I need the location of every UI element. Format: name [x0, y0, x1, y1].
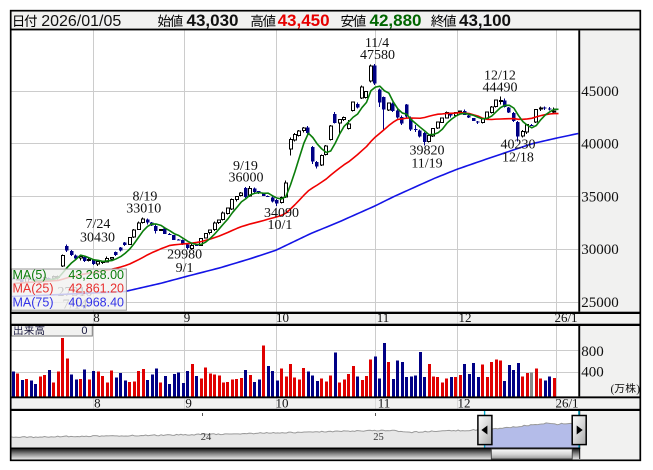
svg-text:11: 11 [378, 395, 391, 410]
svg-text:34090: 34090 [264, 206, 299, 221]
svg-text:33010: 33010 [126, 202, 161, 217]
svg-text:30430: 30430 [80, 231, 115, 246]
svg-text:8/19: 8/19 [133, 189, 158, 204]
svg-text:24: 24 [201, 432, 212, 443]
svg-text:10: 10 [276, 395, 289, 410]
svg-text:30000: 30000 [581, 242, 619, 258]
svg-text:12/12: 12/12 [484, 69, 516, 84]
svg-text:11/19: 11/19 [411, 157, 442, 172]
svg-text:40000: 40000 [581, 137, 619, 153]
svg-text:43,450: 43,450 [278, 11, 330, 30]
svg-text:8: 8 [94, 395, 101, 410]
svg-text:MA(25): MA(25) [13, 282, 54, 296]
svg-text:8: 8 [93, 310, 100, 325]
svg-text:12/18: 12/18 [502, 151, 534, 166]
svg-text:44490: 44490 [483, 80, 518, 95]
svg-text:35000: 35000 [581, 189, 619, 205]
svg-text:43,268.00: 43,268.00 [68, 268, 124, 282]
svg-text:26/1: 26/1 [555, 395, 578, 410]
svg-text:9: 9 [184, 310, 191, 325]
svg-text:26/1: 26/1 [554, 310, 577, 325]
svg-text:0: 0 [81, 325, 87, 337]
svg-text:9: 9 [185, 395, 192, 410]
svg-text:40,968.40: 40,968.40 [68, 295, 124, 309]
svg-text:800: 800 [581, 344, 604, 360]
svg-text:MA(5): MA(5) [13, 268, 47, 282]
svg-text:40230: 40230 [501, 138, 536, 153]
svg-text:39820: 39820 [410, 144, 445, 159]
svg-text:25: 25 [373, 432, 384, 443]
svg-text:42,861.20: 42,861.20 [68, 282, 124, 296]
svg-text:10/1: 10/1 [268, 218, 293, 233]
svg-text:2026/01/05: 2026/01/05 [41, 13, 121, 30]
svg-text:MA(75): MA(75) [13, 295, 54, 309]
svg-text:29980: 29980 [167, 248, 202, 263]
svg-text:10: 10 [276, 310, 289, 325]
svg-text:45000: 45000 [581, 84, 619, 100]
svg-text:43,030: 43,030 [187, 11, 239, 30]
svg-text:9/1: 9/1 [176, 261, 194, 276]
svg-text:25000: 25000 [581, 295, 619, 311]
svg-text:7/24: 7/24 [86, 217, 111, 232]
svg-text:12: 12 [458, 395, 471, 410]
svg-text:9/19: 9/19 [233, 159, 258, 174]
svg-text:43,100: 43,100 [459, 11, 511, 30]
svg-text:400: 400 [581, 364, 604, 380]
svg-text:11: 11 [377, 310, 390, 325]
svg-text:11/4: 11/4 [365, 36, 389, 51]
svg-text:(: ( [611, 384, 615, 396]
svg-text:): ) [636, 384, 640, 396]
svg-text:47580: 47580 [360, 48, 395, 63]
svg-text:12: 12 [459, 310, 472, 325]
svg-text:36000: 36000 [229, 171, 264, 186]
svg-text:42,880: 42,880 [370, 11, 422, 30]
